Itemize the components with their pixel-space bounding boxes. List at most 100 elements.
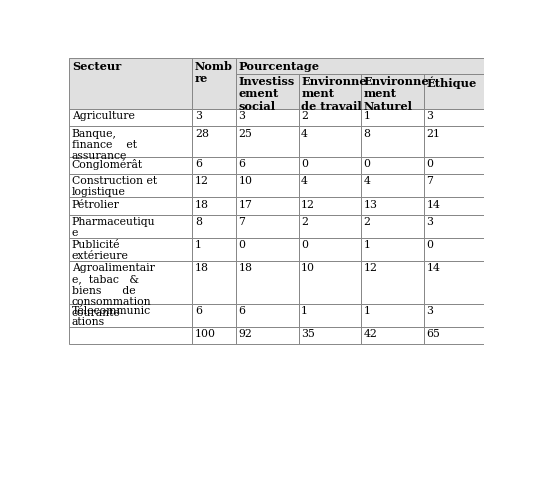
Bar — [424, 156, 486, 174]
Text: 1: 1 — [364, 240, 371, 250]
Bar — [361, 261, 424, 304]
Text: 10: 10 — [239, 176, 253, 186]
Bar — [424, 215, 486, 238]
Bar — [361, 197, 424, 215]
Bar — [424, 174, 486, 197]
Text: 21: 21 — [426, 129, 440, 139]
Bar — [299, 215, 361, 238]
Bar — [236, 327, 299, 345]
Bar — [69, 238, 192, 261]
Text: 18: 18 — [239, 264, 253, 274]
Bar — [192, 174, 236, 197]
Bar — [69, 197, 192, 215]
Bar — [192, 238, 236, 261]
Text: 35: 35 — [301, 329, 315, 339]
Bar — [69, 109, 192, 126]
Bar — [299, 197, 361, 215]
Text: 7: 7 — [426, 176, 433, 186]
Bar — [236, 126, 299, 156]
Bar — [424, 304, 486, 327]
Bar — [192, 327, 236, 345]
Bar — [192, 109, 236, 126]
Bar — [236, 238, 299, 261]
Bar — [424, 126, 486, 156]
Bar — [424, 238, 486, 261]
Bar — [69, 261, 192, 304]
Bar — [361, 304, 424, 327]
Text: 4: 4 — [301, 129, 308, 139]
Bar — [192, 197, 236, 215]
Bar — [424, 156, 486, 174]
Bar — [236, 197, 299, 215]
Bar — [192, 59, 236, 109]
Text: 8: 8 — [364, 129, 371, 139]
Bar — [69, 197, 192, 215]
Text: 8: 8 — [195, 217, 202, 227]
Bar — [424, 327, 486, 345]
Text: 6: 6 — [195, 306, 202, 316]
Bar — [361, 327, 424, 345]
Text: Pourcentage: Pourcentage — [239, 60, 320, 72]
Text: 2: 2 — [364, 217, 371, 227]
Text: 0: 0 — [239, 240, 246, 250]
Bar — [424, 197, 486, 215]
Bar — [236, 156, 299, 174]
Bar — [192, 261, 236, 304]
Bar — [361, 215, 424, 238]
Bar — [236, 126, 299, 156]
Bar — [69, 156, 192, 174]
Bar — [299, 304, 361, 327]
Text: 92: 92 — [239, 329, 252, 339]
Bar — [192, 215, 236, 238]
Text: 1: 1 — [364, 306, 371, 316]
Text: 13: 13 — [364, 200, 378, 210]
Bar — [361, 109, 424, 126]
Bar — [299, 109, 361, 126]
Bar — [236, 59, 486, 74]
Text: Agriculture: Agriculture — [72, 111, 134, 121]
Bar — [236, 74, 299, 109]
Bar — [299, 238, 361, 261]
Bar — [236, 215, 299, 238]
Bar — [69, 156, 192, 174]
Bar — [361, 215, 424, 238]
Bar — [69, 59, 192, 109]
Text: Environne
ment
Naturel: Environne ment Naturel — [364, 76, 429, 112]
Text: 1: 1 — [301, 306, 308, 316]
Text: 1: 1 — [195, 240, 202, 250]
Text: 100: 100 — [195, 329, 216, 339]
Bar — [236, 327, 299, 345]
Bar — [424, 126, 486, 156]
Bar — [424, 261, 486, 304]
Bar — [69, 109, 192, 126]
Bar — [299, 261, 361, 304]
Text: 18: 18 — [195, 264, 209, 274]
Bar — [361, 126, 424, 156]
Text: 1: 1 — [364, 111, 371, 121]
Bar — [424, 304, 486, 327]
Bar — [361, 261, 424, 304]
Bar — [69, 327, 192, 345]
Text: 12: 12 — [195, 176, 209, 186]
Bar — [192, 304, 236, 327]
Bar — [424, 174, 486, 197]
Bar — [69, 174, 192, 197]
Text: 7: 7 — [239, 217, 245, 227]
Text: Agroalimentair
e,  tabac   &
biens      de
consommation
courante: Agroalimentair e, tabac & biens de conso… — [72, 264, 155, 318]
Bar — [361, 174, 424, 197]
Text: 6: 6 — [195, 159, 202, 169]
Bar — [192, 215, 236, 238]
Bar — [361, 197, 424, 215]
Bar — [299, 215, 361, 238]
Text: Éthique: Éthique — [426, 76, 477, 89]
Bar — [424, 261, 486, 304]
Text: 14: 14 — [426, 200, 440, 210]
Bar — [424, 215, 486, 238]
Text: 0: 0 — [301, 159, 308, 169]
Bar — [192, 261, 236, 304]
Text: Nomb
re: Nomb re — [195, 60, 233, 84]
Bar — [192, 238, 236, 261]
Bar — [299, 261, 361, 304]
Bar — [236, 304, 299, 327]
Text: 3: 3 — [426, 217, 433, 227]
